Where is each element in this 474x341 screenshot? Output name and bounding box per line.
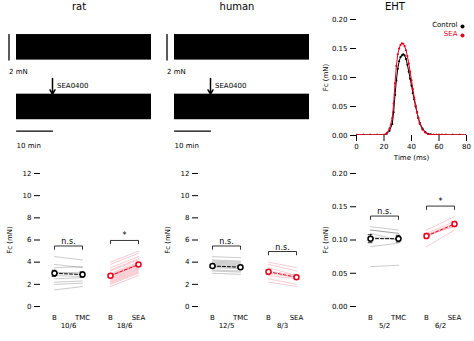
svg-text:0.05: 0.05 bbox=[332, 269, 348, 277]
svg-text:*: * bbox=[439, 197, 443, 206]
svg-text:n.s.: n.s. bbox=[61, 237, 75, 246]
svg-text:4: 4 bbox=[27, 258, 32, 266]
svg-text:10/6: 10/6 bbox=[61, 322, 77, 330]
svg-text:B: B bbox=[266, 314, 271, 322]
svg-text:SEA0400: SEA0400 bbox=[215, 82, 246, 90]
svg-text:B: B bbox=[424, 314, 429, 322]
svg-text:2 mN: 2 mN bbox=[167, 68, 186, 76]
svg-text:10 min: 10 min bbox=[175, 142, 199, 150]
svg-text:TMC: TMC bbox=[232, 314, 249, 323]
svg-text:0.15: 0.15 bbox=[332, 203, 348, 211]
html-text:EHT: EHT bbox=[385, 1, 405, 12]
svg-text:0.10: 0.10 bbox=[332, 236, 348, 244]
svg-text:0: 0 bbox=[27, 303, 31, 311]
svg-text:6/2: 6/2 bbox=[435, 322, 446, 330]
svg-text:Fc (mN): Fc (mN) bbox=[322, 226, 330, 254]
svg-text:4: 4 bbox=[185, 258, 190, 266]
svg-text:12: 12 bbox=[23, 170, 32, 178]
html-text:rat: rat bbox=[71, 1, 87, 12]
svg-text:6: 6 bbox=[27, 236, 32, 244]
svg-text:Fc (mN): Fc (mN) bbox=[6, 226, 14, 254]
svg-text:10 min: 10 min bbox=[17, 142, 41, 150]
svg-text:Fc (mN): Fc (mN) bbox=[322, 63, 330, 91]
svg-text:TMC: TMC bbox=[390, 314, 406, 322]
svg-text:2 mN: 2 mN bbox=[9, 68, 28, 76]
svg-text:B: B bbox=[210, 314, 215, 322]
svg-text:8/3: 8/3 bbox=[277, 322, 288, 330]
svg-text:10: 10 bbox=[23, 192, 32, 200]
svg-text:SEA: SEA bbox=[290, 314, 304, 322]
svg-text:0.00: 0.00 bbox=[332, 132, 348, 140]
svg-text:n.s.: n.s. bbox=[275, 243, 289, 252]
svg-text:SEA0400: SEA0400 bbox=[57, 82, 88, 90]
svg-text:80: 80 bbox=[462, 143, 471, 151]
svg-text:Control: Control bbox=[432, 21, 457, 29]
svg-text:0.20: 0.20 bbox=[332, 170, 348, 178]
svg-text:TMC: TMC bbox=[74, 314, 91, 323]
svg-text:60: 60 bbox=[435, 143, 444, 151]
svg-text:0.15: 0.15 bbox=[332, 45, 348, 53]
svg-text:0: 0 bbox=[185, 303, 189, 311]
svg-text:B: B bbox=[368, 314, 373, 322]
svg-text:40: 40 bbox=[407, 143, 416, 151]
svg-text:*: * bbox=[123, 231, 127, 240]
svg-text:5/2: 5/2 bbox=[379, 322, 390, 330]
svg-text:SEA: SEA bbox=[132, 314, 146, 322]
svg-text:6: 6 bbox=[185, 236, 190, 244]
svg-text:B: B bbox=[108, 314, 113, 322]
svg-text:n.s.: n.s. bbox=[377, 207, 391, 216]
svg-text:Fc (mN): Fc (mN) bbox=[164, 226, 172, 254]
svg-text:20: 20 bbox=[380, 143, 389, 151]
svg-text:n.s.: n.s. bbox=[219, 237, 233, 246]
svg-text:2: 2 bbox=[27, 281, 31, 289]
svg-text:B: B bbox=[52, 314, 57, 322]
svg-text:0.05: 0.05 bbox=[332, 103, 348, 111]
svg-text:12/5: 12/5 bbox=[219, 322, 235, 330]
svg-text:8: 8 bbox=[185, 214, 189, 222]
svg-text:0: 0 bbox=[354, 143, 358, 151]
html-text:human: human bbox=[219, 1, 255, 12]
svg-text:0.20: 0.20 bbox=[332, 16, 348, 24]
svg-text:SEA: SEA bbox=[448, 314, 462, 322]
svg-text:10: 10 bbox=[181, 192, 190, 200]
svg-text:Time (ms): Time (ms) bbox=[393, 154, 430, 162]
svg-text:18/6: 18/6 bbox=[117, 322, 133, 330]
svg-text:2: 2 bbox=[185, 281, 189, 289]
svg-text:8: 8 bbox=[27, 214, 31, 222]
svg-text:12: 12 bbox=[181, 170, 190, 178]
svg-text:0.00: 0.00 bbox=[332, 303, 348, 311]
svg-text:0.10: 0.10 bbox=[332, 74, 348, 82]
svg-text:SEA: SEA bbox=[444, 30, 458, 38]
